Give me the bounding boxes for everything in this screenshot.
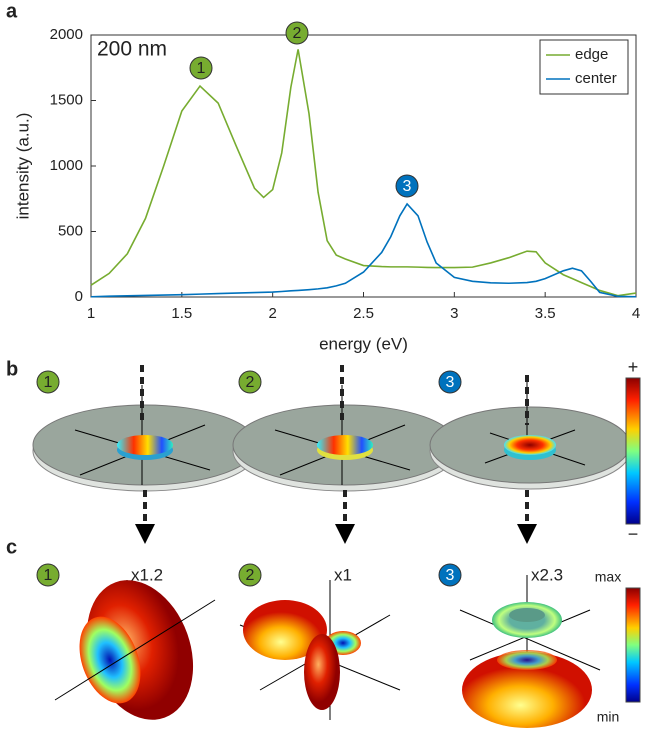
badge — [438, 370, 462, 394]
x-axis-label: energy (eV) — [319, 334, 408, 353]
badge — [438, 563, 462, 587]
badge-label: 2 — [293, 25, 302, 42]
badge — [36, 370, 60, 394]
y-tick-label: 500 — [58, 222, 83, 239]
x-tick-label: 1 — [87, 305, 95, 322]
x-tick-label: 1.5 — [171, 305, 192, 322]
badge-label: 3 — [446, 374, 455, 391]
y-tick-label: 2000 — [50, 26, 83, 43]
badge — [238, 370, 262, 394]
y-tick-label: 1000 — [50, 157, 83, 174]
line-series — [90, 202, 637, 298]
colorbar-label: − — [628, 524, 639, 544]
badge-label: 2 — [246, 567, 255, 584]
panel-label: b — [6, 358, 18, 380]
badge-label: 1 — [44, 374, 53, 391]
colorbar-label: + — [628, 357, 639, 377]
scale-label: x2.3 — [531, 565, 563, 584]
y-tick-label: 1500 — [50, 91, 83, 108]
x-tick-label: 3.5 — [535, 305, 556, 322]
badge — [189, 56, 213, 80]
legend-box — [539, 39, 629, 95]
x-tick-label: 2.5 — [353, 305, 374, 322]
panel-label: a — [6, 0, 18, 22]
y-tick-label: 0 — [75, 288, 83, 305]
y-axis-label: intensity (a.u.) — [13, 113, 32, 220]
panel-label: c — [6, 536, 17, 558]
badge-label: 3 — [403, 178, 412, 195]
radiation-patterns — [54, 575, 641, 728]
badge-label: 3 — [446, 567, 455, 584]
legend-label: edge — [575, 46, 608, 63]
scale-label: x1 — [334, 565, 352, 584]
badge-label: 1 — [44, 567, 53, 584]
line-series — [90, 49, 637, 297]
badge — [395, 174, 419, 198]
badge — [285, 21, 309, 45]
badge — [36, 563, 60, 587]
badge-label: 1 — [197, 60, 206, 77]
disc-renders — [32, 365, 641, 544]
x-tick-label: 4 — [632, 305, 640, 322]
x-tick-label: 3 — [450, 305, 458, 322]
badge — [238, 563, 262, 587]
legend-label: center — [575, 70, 617, 87]
colorbar-label: min — [597, 709, 620, 725]
panel-text: a b c + − max min x1.2 x1 x2.3 — [6, 0, 638, 724]
size-annotation: 200 nm — [97, 38, 167, 61]
colorbar-label: max — [595, 569, 621, 585]
x-tick-label: 2 — [268, 305, 276, 322]
badge-label: 2 — [246, 374, 255, 391]
scale-label: x1.2 — [131, 565, 163, 584]
